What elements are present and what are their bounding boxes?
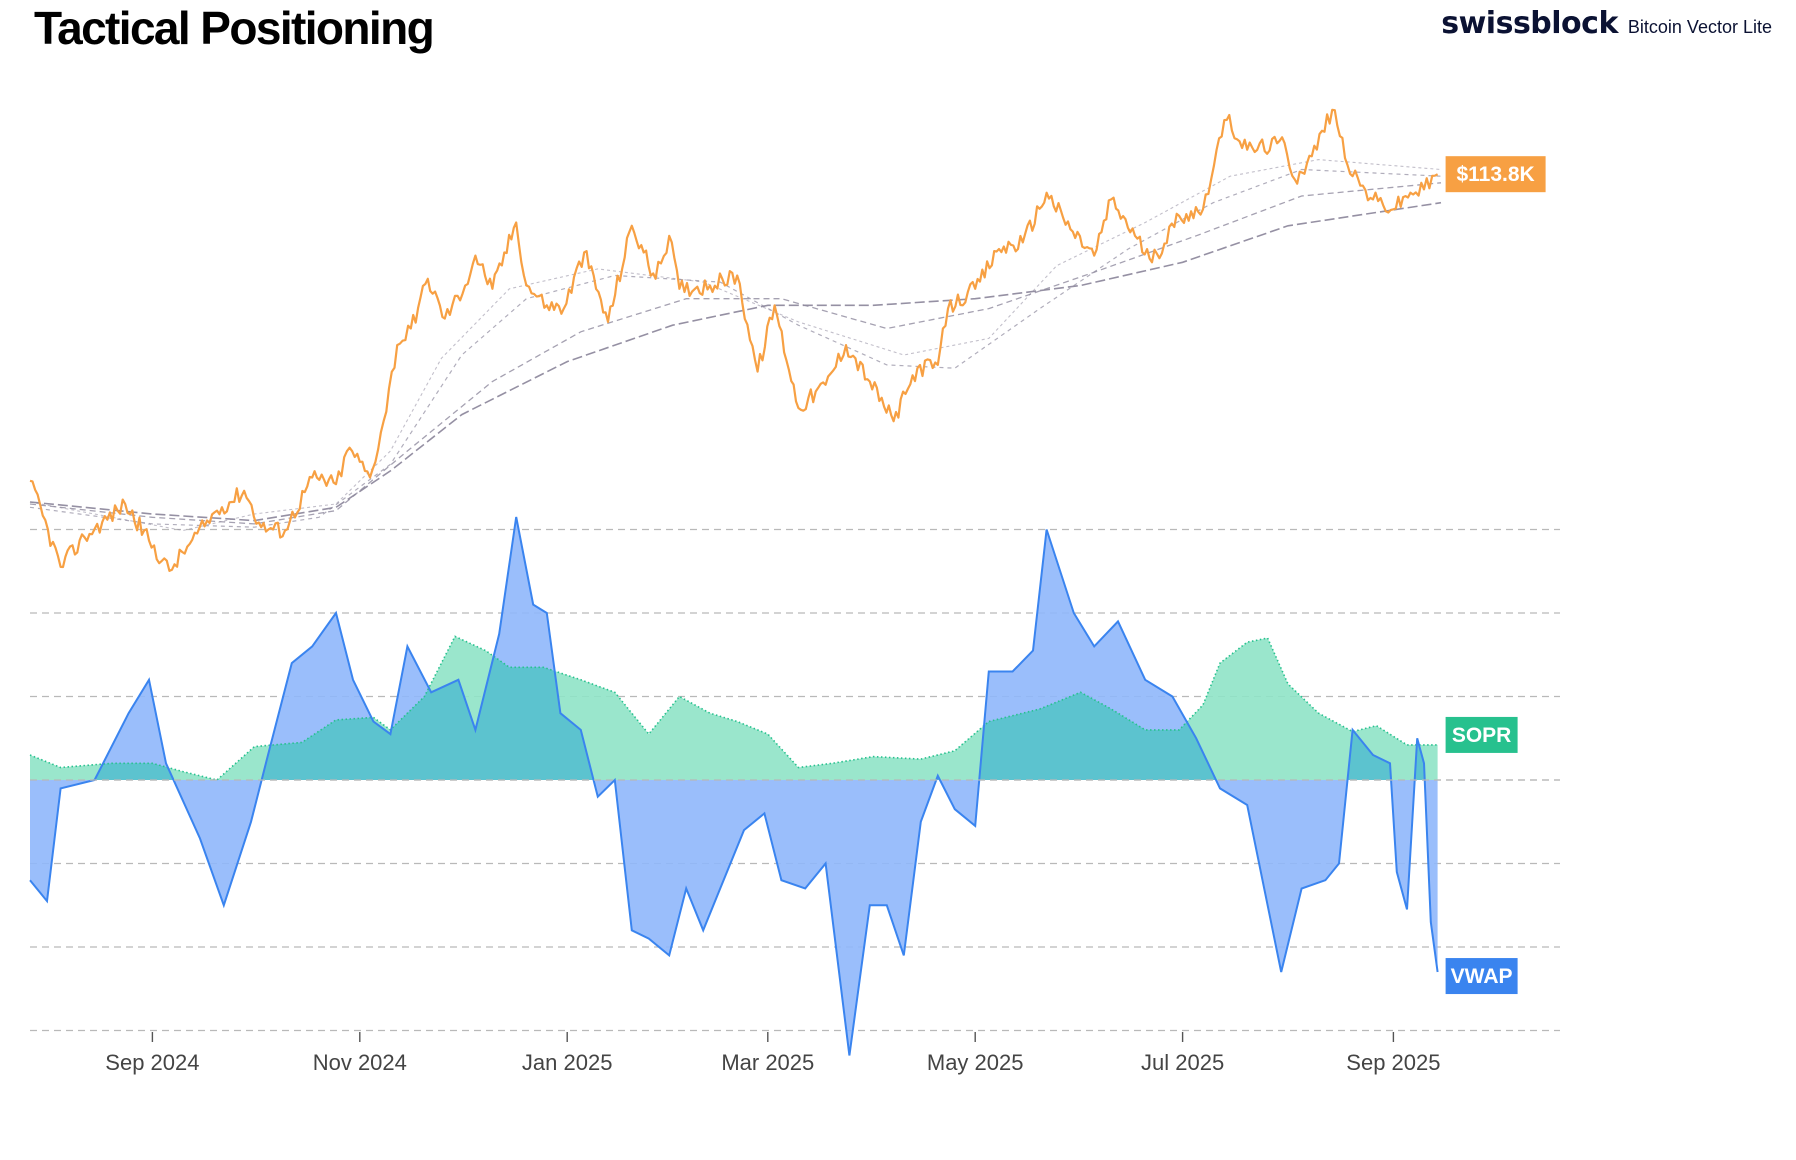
price-layer	[29, 108, 1439, 572]
brand-logo: swissblock	[1441, 6, 1618, 41]
sopr-tag-bg	[1445, 716, 1518, 753]
x-tick-label: Nov 2024	[313, 1050, 407, 1075]
moving-average-line	[29, 168, 1442, 528]
moving-average-layer	[29, 159, 1442, 532]
x-tick-label: Jul 2025	[1141, 1050, 1224, 1075]
x-tick-label: Sep 2024	[105, 1050, 199, 1075]
moving-average-line	[29, 159, 1442, 532]
vwap-tag-bg	[1445, 958, 1518, 995]
x-tick-label: Sep 2025	[1346, 1050, 1440, 1075]
x-tick-label: Mar 2025	[721, 1050, 814, 1075]
brand-product: Bitcoin Vector Lite	[1627, 17, 1772, 37]
chart-title: Tactical Positioning	[34, 2, 435, 54]
sopr-tag: SOPR	[1452, 724, 1512, 747]
vwap-tag: VWAP	[1451, 965, 1513, 988]
x-axis: Sep 2024 Nov 2024 Jan 2025 Mar 2025 May 2025…	[105, 1032, 1441, 1075]
brand: swissblock Bitcoin Vector Lite	[1441, 6, 1772, 41]
price-tag: $113.8K	[1456, 163, 1534, 186]
vwap-area	[30, 517, 1438, 1056]
x-tick-label: May 2025	[927, 1050, 1024, 1075]
moving-average-line	[29, 201, 1442, 522]
price-tag-bg	[1445, 156, 1546, 193]
moving-average-line	[29, 182, 1442, 525]
price-line	[29, 108, 1439, 572]
vwap-line	[29, 516, 1439, 1056]
x-tick-label: Jan 2025	[522, 1050, 613, 1075]
sopr-line	[29, 635, 1438, 781]
series-tags: $113.8K SOPR VWAP	[1445, 156, 1546, 995]
oscillator-layer	[29, 516, 1560, 1056]
